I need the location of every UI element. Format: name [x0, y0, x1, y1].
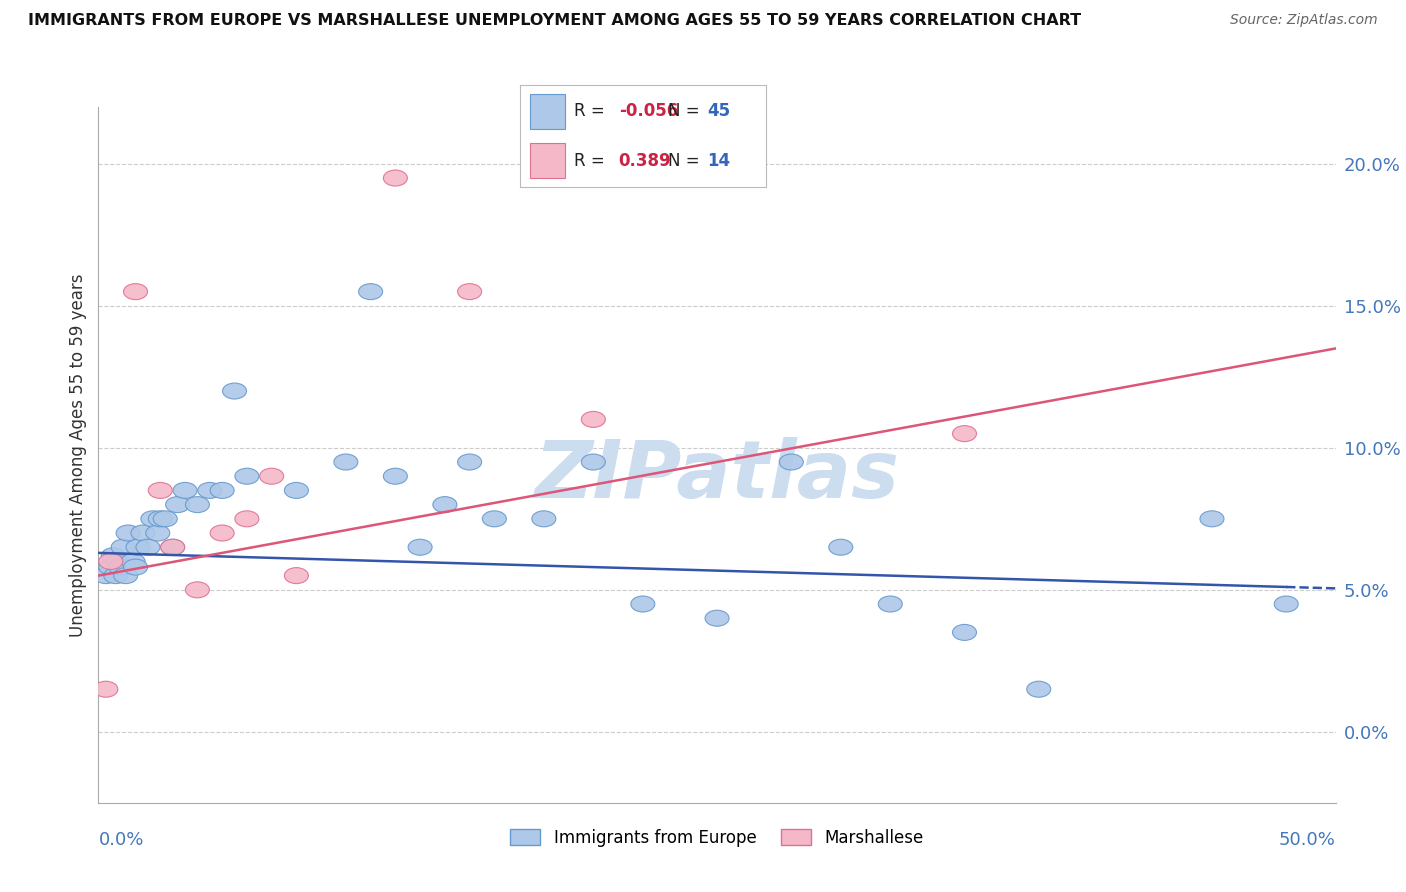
Text: 45: 45: [707, 103, 730, 120]
Ellipse shape: [98, 559, 122, 575]
Ellipse shape: [108, 559, 132, 575]
Ellipse shape: [235, 468, 259, 484]
Ellipse shape: [127, 540, 150, 555]
Ellipse shape: [408, 540, 432, 555]
Ellipse shape: [284, 567, 308, 583]
Text: IMMIGRANTS FROM EUROPE VS MARSHALLESE UNEMPLOYMENT AMONG AGES 55 TO 59 YEARS COR: IMMIGRANTS FROM EUROPE VS MARSHALLESE UN…: [28, 13, 1081, 29]
Ellipse shape: [1026, 681, 1050, 698]
Text: N =: N =: [668, 103, 704, 120]
Ellipse shape: [94, 681, 118, 698]
Ellipse shape: [384, 468, 408, 484]
Ellipse shape: [173, 483, 197, 499]
Text: R =: R =: [575, 103, 610, 120]
Ellipse shape: [146, 525, 170, 541]
Ellipse shape: [186, 582, 209, 598]
Ellipse shape: [160, 540, 184, 555]
Ellipse shape: [153, 511, 177, 527]
Text: ZIPatlas: ZIPatlas: [534, 437, 900, 515]
Ellipse shape: [235, 511, 259, 527]
Ellipse shape: [209, 525, 235, 541]
Ellipse shape: [121, 553, 145, 569]
Bar: [530, 94, 565, 128]
Ellipse shape: [117, 525, 141, 541]
Ellipse shape: [101, 548, 125, 564]
Ellipse shape: [359, 284, 382, 300]
Ellipse shape: [166, 497, 190, 513]
Ellipse shape: [384, 170, 408, 186]
Ellipse shape: [124, 284, 148, 300]
Text: 0.389: 0.389: [619, 152, 671, 169]
Y-axis label: Unemployment Among Ages 55 to 59 years: Unemployment Among Ages 55 to 59 years: [69, 273, 87, 637]
Ellipse shape: [828, 540, 853, 555]
Ellipse shape: [222, 383, 246, 399]
Ellipse shape: [1199, 511, 1225, 527]
Ellipse shape: [94, 567, 118, 583]
Legend: Immigrants from Europe, Marshallese: Immigrants from Europe, Marshallese: [503, 822, 931, 854]
Text: 14: 14: [707, 152, 730, 169]
Ellipse shape: [107, 553, 131, 569]
Ellipse shape: [531, 511, 555, 527]
Ellipse shape: [104, 567, 128, 583]
Ellipse shape: [952, 425, 977, 442]
Ellipse shape: [148, 483, 173, 499]
Ellipse shape: [333, 454, 359, 470]
Ellipse shape: [779, 454, 803, 470]
Ellipse shape: [160, 540, 184, 555]
Ellipse shape: [198, 483, 222, 499]
Ellipse shape: [631, 596, 655, 612]
Ellipse shape: [457, 454, 482, 470]
Ellipse shape: [581, 454, 606, 470]
Ellipse shape: [141, 511, 165, 527]
Ellipse shape: [148, 511, 173, 527]
Ellipse shape: [879, 596, 903, 612]
Ellipse shape: [433, 497, 457, 513]
Text: 50.0%: 50.0%: [1279, 830, 1336, 848]
Text: -0.056: -0.056: [619, 103, 678, 120]
Ellipse shape: [136, 540, 160, 555]
Ellipse shape: [114, 567, 138, 583]
Ellipse shape: [124, 559, 148, 575]
Ellipse shape: [704, 610, 730, 626]
Text: N =: N =: [668, 152, 704, 169]
Text: 0.0%: 0.0%: [98, 830, 143, 848]
Text: Source: ZipAtlas.com: Source: ZipAtlas.com: [1230, 13, 1378, 28]
Ellipse shape: [260, 468, 284, 484]
Text: R =: R =: [575, 152, 610, 169]
Ellipse shape: [284, 483, 308, 499]
Ellipse shape: [131, 525, 155, 541]
Ellipse shape: [186, 497, 209, 513]
Ellipse shape: [111, 540, 135, 555]
Ellipse shape: [952, 624, 977, 640]
Ellipse shape: [98, 553, 122, 569]
Bar: [530, 144, 565, 178]
Ellipse shape: [457, 284, 482, 300]
Ellipse shape: [581, 411, 606, 427]
Ellipse shape: [482, 511, 506, 527]
Ellipse shape: [1274, 596, 1298, 612]
Ellipse shape: [209, 483, 235, 499]
